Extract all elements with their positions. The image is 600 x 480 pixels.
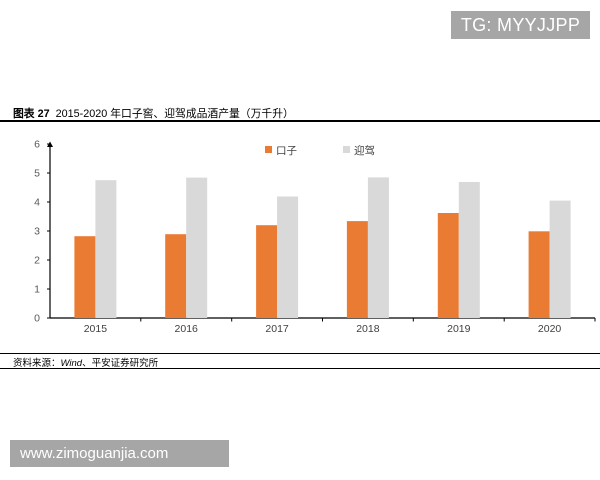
svg-text:2: 2 [34, 255, 40, 267]
svg-text:3: 3 [34, 226, 40, 238]
svg-text:2016: 2016 [175, 323, 199, 335]
svg-text:2020: 2020 [538, 323, 562, 335]
svg-text:0: 0 [34, 313, 40, 325]
svg-text:1: 1 [34, 284, 40, 296]
svg-text:2019: 2019 [447, 323, 471, 335]
svg-text:2015: 2015 [84, 323, 108, 335]
svg-text:4: 4 [34, 197, 40, 209]
svg-text:6: 6 [34, 139, 40, 151]
svg-text:2018: 2018 [356, 323, 380, 335]
svg-text:2017: 2017 [265, 323, 289, 335]
svg-text:5: 5 [34, 168, 40, 180]
